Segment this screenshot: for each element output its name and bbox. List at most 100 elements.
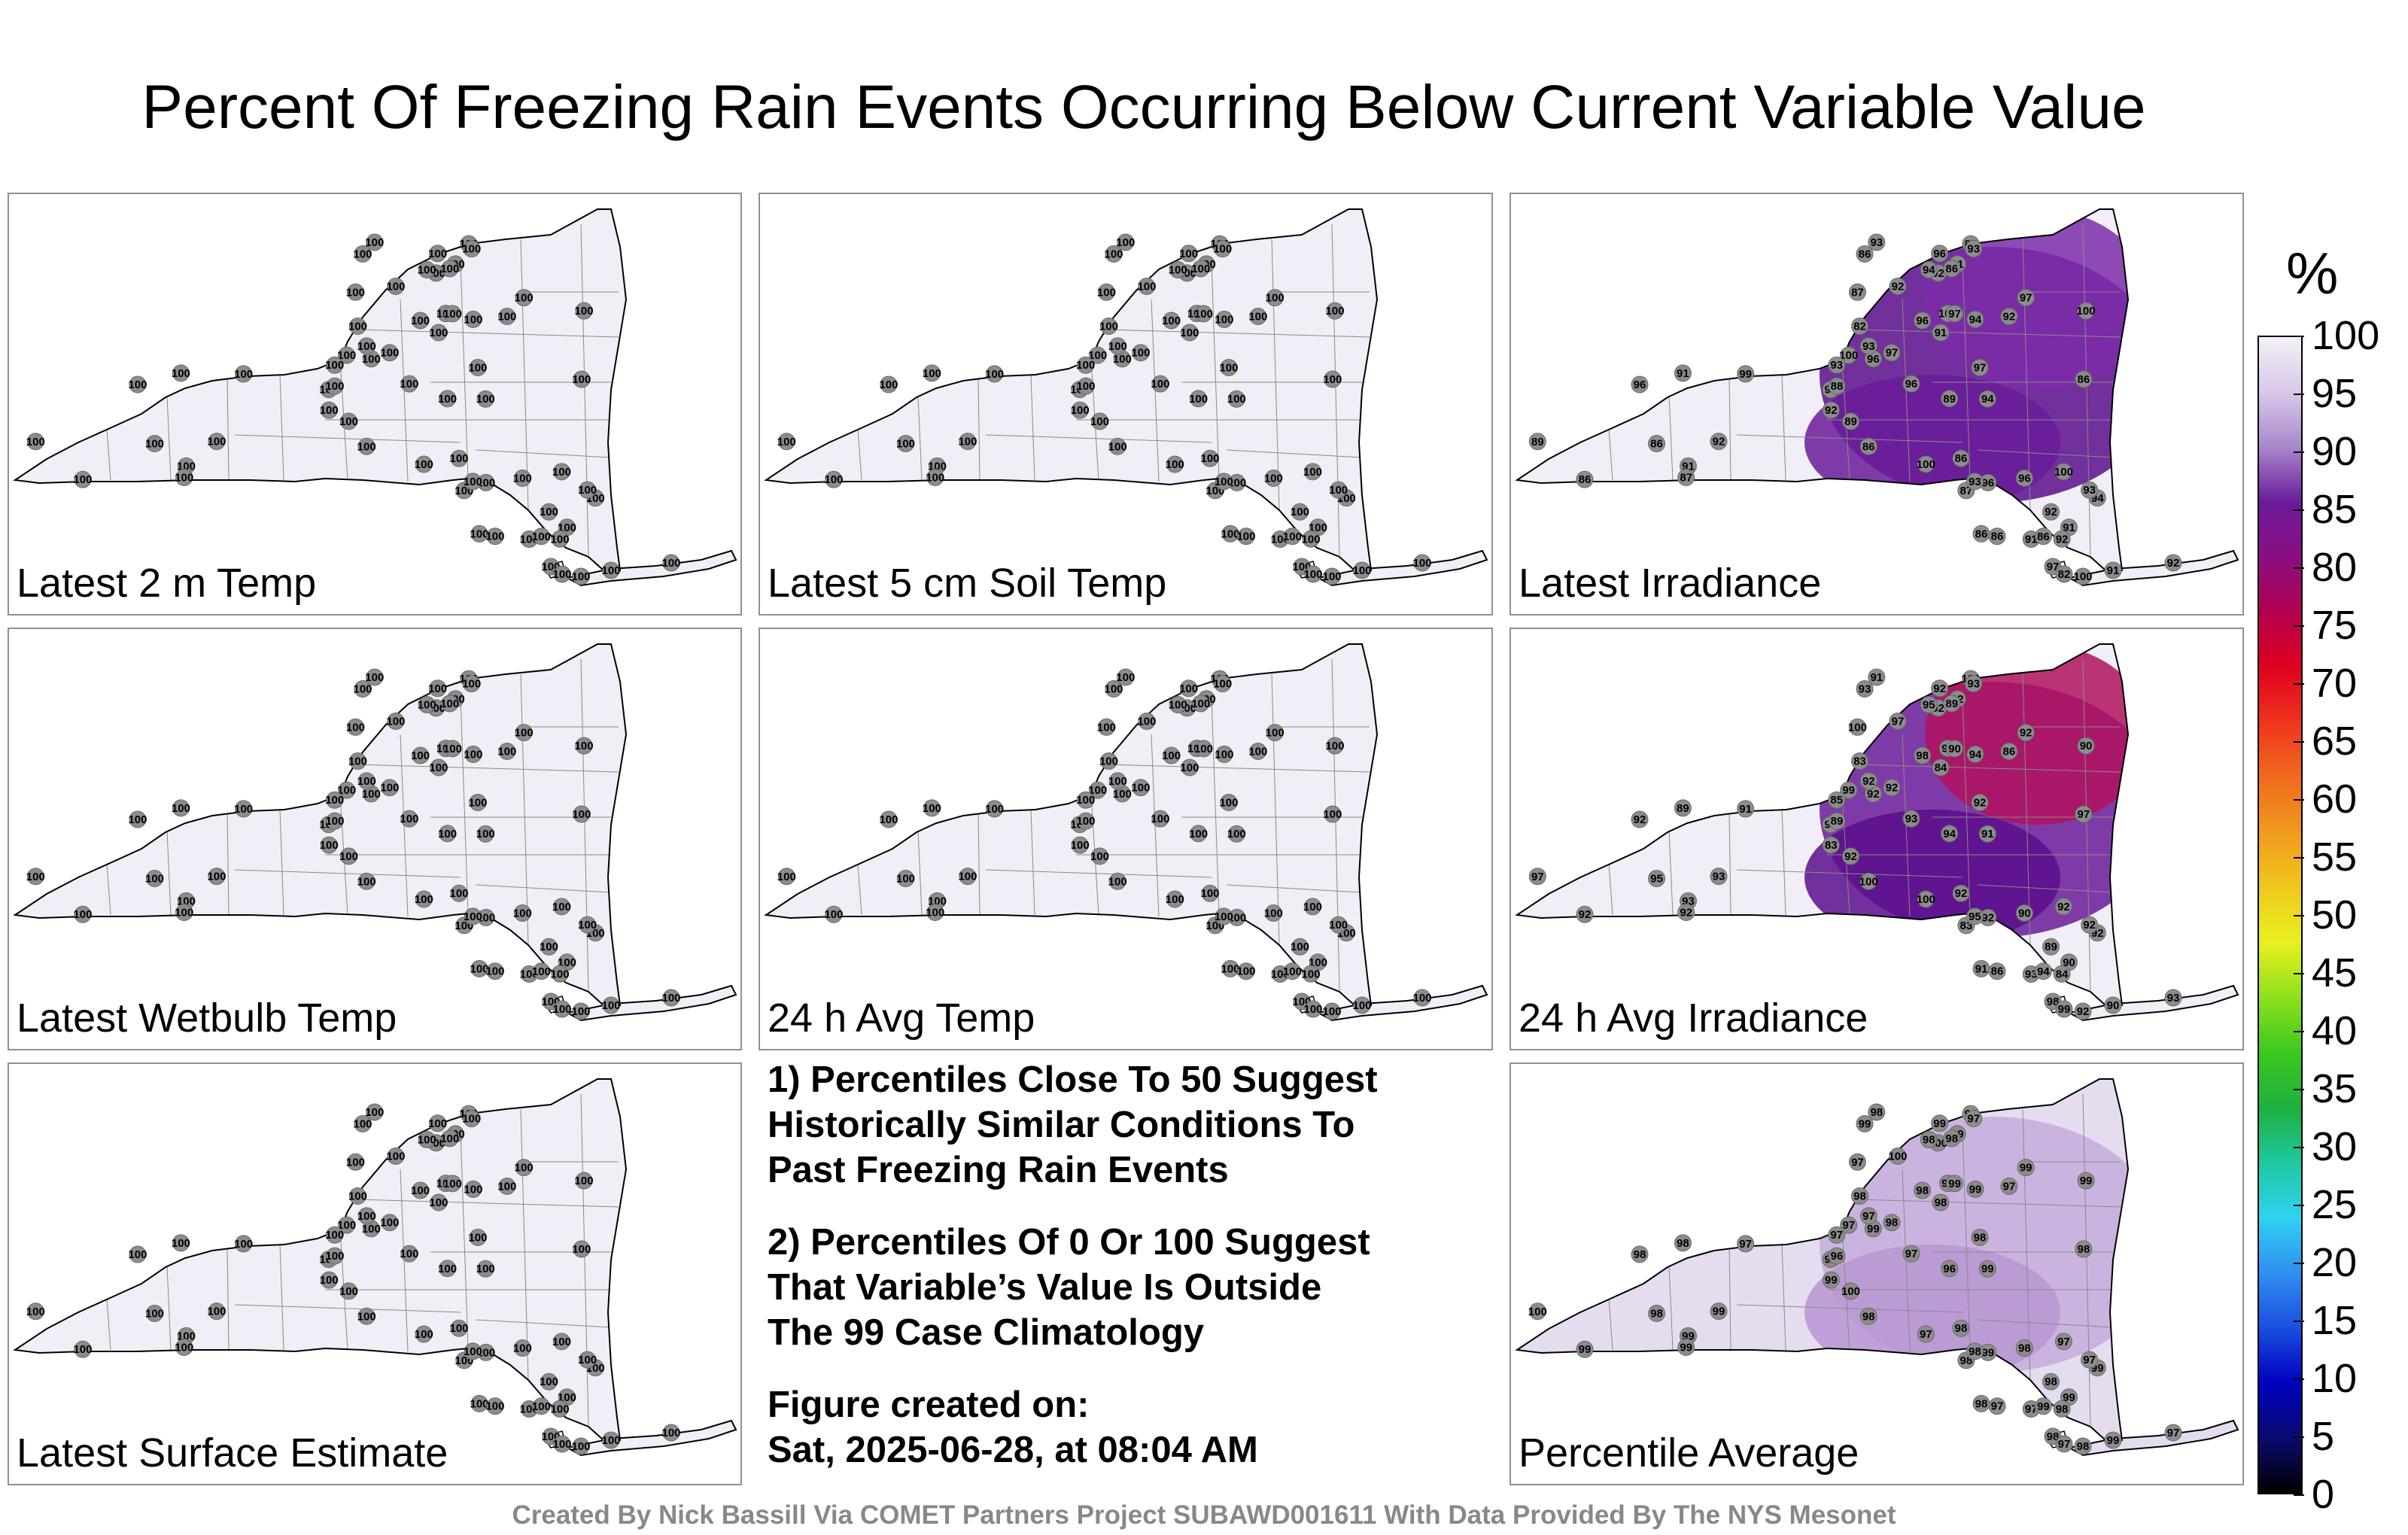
station-dot (235, 800, 253, 818)
station-marker: 86 (1943, 260, 1961, 278)
station-value: 100 (428, 248, 447, 260)
station-marker: 100 (177, 457, 196, 475)
station-marker: 100 (661, 554, 681, 572)
station-dot (339, 412, 357, 430)
station-marker: 100 (552, 1435, 572, 1453)
station-value: 100 (824, 473, 843, 486)
station-marker: 100 (346, 718, 365, 736)
station-value: 100 (470, 527, 489, 540)
shaded-region (1925, 644, 2151, 825)
station-value: 100 (443, 308, 462, 321)
station-dot (146, 434, 164, 452)
station-marker: 100 (438, 825, 457, 843)
county-line (354, 329, 619, 338)
station-value: 100 (362, 353, 381, 366)
station-value: 98 (2047, 995, 2060, 1008)
station-marker: 89 (1943, 695, 1961, 713)
station-value: 99 (1969, 1183, 1982, 1196)
station-value: 100 (449, 887, 468, 900)
station-marker: 100 (337, 346, 356, 364)
station-marker: 100 (1105, 245, 1123, 263)
station-dot (74, 905, 92, 923)
station-value: 100 (1090, 415, 1109, 428)
station-dot (1971, 1229, 1989, 1247)
station-value: 100 (440, 263, 459, 275)
station-value: 100 (578, 1354, 597, 1366)
station-marker: 100 (1888, 1147, 1907, 1166)
station-dot (1192, 695, 1210, 713)
county-line (475, 1319, 612, 1328)
station-value: 96 (1916, 315, 1929, 327)
station-value: 94 (1923, 264, 1935, 277)
station-value: 100 (462, 678, 481, 691)
station-marker: 100 (1116, 668, 1135, 686)
station-value: 89 (2045, 941, 2057, 953)
station-marker: 100 (234, 365, 253, 383)
station-marker: 100 (1848, 718, 1867, 736)
station-marker: 86 (1576, 470, 1594, 488)
station-value: 89 (1945, 698, 1958, 710)
station-value: 86 (2078, 373, 2090, 386)
station-marker: 100 (1227, 825, 1246, 843)
station-marker: 92 (1631, 810, 1649, 828)
station-value: 100 (485, 530, 504, 543)
station-value: 84 (2056, 968, 2069, 980)
station-marker: 100 (468, 1229, 487, 1247)
station-markers: 1009998979910098999798989998999897999899… (1528, 1103, 2182, 1455)
station-dot (175, 904, 193, 922)
station-value: 99 (2080, 1175, 2093, 1187)
station-dot (1859, 437, 1877, 455)
station-dot (1576, 905, 1594, 923)
county-line (1728, 1247, 1732, 1351)
station-value: 97 (2025, 1403, 2038, 1416)
station-dot (662, 989, 680, 1007)
station-value: 100 (540, 1375, 558, 1388)
station-value: 98 (1886, 1217, 1899, 1230)
station-value: 96 (1981, 476, 1994, 489)
station-value: 100 (1215, 476, 1233, 488)
station-value: 100 (513, 472, 532, 485)
station-marker: 97 (1737, 1235, 1755, 1253)
station-value: 100 (1116, 671, 1135, 684)
colorbar-tick-mark (2294, 741, 2304, 743)
station-marker: 100 (824, 905, 843, 923)
station-dot (443, 305, 461, 323)
station-marker: 100 (578, 481, 597, 499)
station-dot (1710, 433, 1728, 451)
station-dot (463, 240, 481, 258)
colorbar-tick-label: 45 (2312, 950, 2358, 995)
station-value: 100 (1329, 919, 1348, 932)
figure-title: Percent Of Freezing Rain Events Occurrin… (141, 73, 2146, 141)
station-marker: 86 (1988, 962, 2006, 980)
station-value: 100 (429, 761, 448, 774)
station-value: 100 (449, 452, 468, 465)
station-dot (357, 772, 375, 790)
station-value: 100 (362, 788, 381, 801)
station-value: 100 (552, 466, 571, 479)
county-line (1728, 377, 1732, 481)
station-marker: 99 (1979, 1343, 1997, 1361)
station-dot (1194, 305, 1212, 323)
station-dot (897, 434, 915, 452)
station-marker: 100 (440, 260, 459, 278)
station-value: 100 (1303, 1003, 1322, 1016)
colorbar-tick-mark (2294, 683, 2304, 685)
station-value: 100 (464, 1345, 482, 1358)
station-dot (464, 745, 482, 763)
station-value: 87 (1680, 472, 1692, 485)
station-value: 100 (468, 362, 487, 375)
station-value: 100 (515, 727, 534, 740)
station-value: 100 (1166, 458, 1184, 471)
station-value: 100 (661, 992, 680, 1005)
station-dot (357, 337, 375, 355)
station-value: 100 (380, 347, 399, 360)
station-value: 100 (1848, 721, 1867, 734)
station-dot (430, 758, 448, 777)
station-value: 100 (438, 828, 457, 840)
station-value: 89 (1844, 415, 1857, 428)
station-value: 100 (348, 755, 367, 768)
station-marker: 100 (575, 1172, 594, 1190)
station-value: 100 (207, 1306, 226, 1318)
station-dot (1194, 740, 1212, 758)
station-dot (418, 696, 436, 714)
